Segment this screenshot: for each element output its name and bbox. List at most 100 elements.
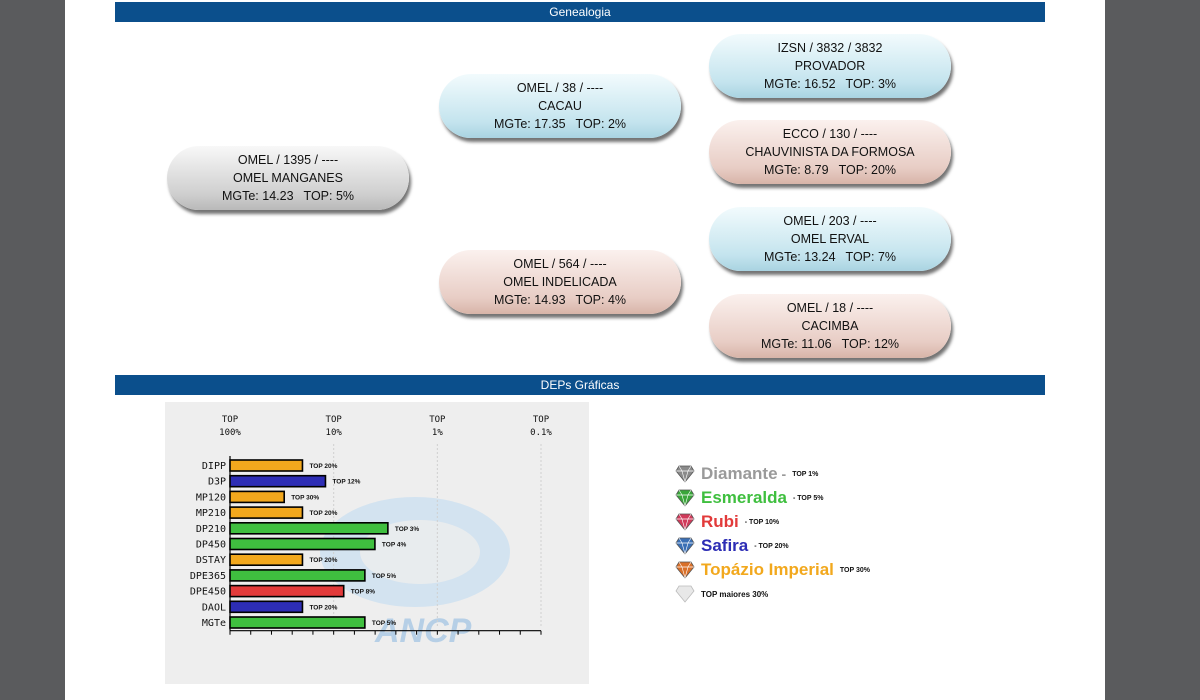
legend-name: Esmeralda: [701, 488, 787, 507]
legend-top: TOP 30%: [839, 566, 870, 574]
bar-value-label: TOP 20%: [309, 557, 337, 564]
category-label: MGTe: [202, 618, 226, 629]
sire-sire-name: PROVADOR: [794, 59, 866, 73]
dam-dam-mgte: MGTe: 11.06: [760, 337, 832, 351]
sire-name: CACAU: [538, 99, 582, 113]
bar-mgte: [229, 616, 366, 629]
legend-item-safira: Safira - TOP 20%: [675, 534, 995, 558]
legend-top: - TOP 10%: [744, 518, 780, 526]
dep-legend: Diamante - TOP 1% Esmeralda - TOP 5% Rubi - T…: [675, 462, 995, 606]
x-tick-label-line2: 0.1%: [530, 428, 552, 438]
pedigree-animal[interactable]: OMEL / 1395 / ---- OMEL MANGANES MGTe: 1…: [167, 146, 409, 210]
legend-top: - TOP 5%: [793, 494, 824, 502]
bar-value-label: TOP 30%: [291, 494, 319, 501]
legend-item-other: TOP maiores 30%: [675, 582, 995, 606]
x-tick-label-line1: TOP: [326, 415, 343, 425]
bar-dpe365: [229, 569, 366, 582]
genealogy-header: Genealogia: [115, 2, 1045, 22]
bar-value-label: TOP 20%: [309, 604, 337, 611]
bar-value-label: TOP 8%: [351, 589, 376, 596]
gem-outline-icon: [675, 585, 695, 603]
dep-chart-panel: ANCP TOP 100% TOP 10% TOP 1% TOP 0.1% DIPP TOP 20%…: [165, 402, 589, 684]
dam-top: TOP: 4%: [575, 293, 627, 307]
bar-value-label: TOP 4%: [382, 542, 407, 549]
pedigree-dam-sire[interactable]: OMEL / 203 / ---- OMEL ERVAL MGTe: 13.24…: [709, 207, 951, 271]
bar-value-label: TOP 3%: [395, 526, 420, 533]
legend-top: - TOP 20%: [754, 542, 789, 550]
legend-item-rubi: Rubi - TOP 10%: [675, 510, 995, 534]
x-tick-label-line1: TOP: [429, 415, 446, 425]
bar-value-label: TOP 5%: [372, 620, 397, 627]
category-label: MP210: [196, 508, 226, 519]
bar-dpe450: [229, 584, 345, 598]
legend-item-esmeralda: Esmeralda - TOP 5%: [675, 486, 995, 510]
category-label: DPE365: [190, 571, 226, 582]
bar-daol: [229, 600, 304, 614]
dam-sire-registration: OMEL / 203 / ----: [783, 214, 877, 228]
gem-icon: [675, 513, 695, 531]
deps-header: DEPs Gráficas: [115, 375, 1045, 395]
legend-name: Diamante: [701, 464, 778, 483]
animal-registration: OMEL / 1395 / ----: [237, 153, 339, 167]
legend-name: Safira: [701, 536, 749, 555]
pedigree-sire[interactable]: OMEL / 38 / ---- CACAU MGTe: 17.35 TOP: 2…: [439, 74, 681, 138]
bar-dstay: [229, 553, 304, 566]
pedigree-sire-dam[interactable]: ECCO / 130 / ---- CHAUVINISTA DA FORMOSA…: [709, 120, 951, 184]
bar-dipp: [229, 459, 304, 472]
gem-icon: [675, 465, 695, 483]
bar-dp450: [229, 537, 376, 551]
x-tick-label-line2: 10%: [326, 428, 343, 438]
category-label: DP210: [196, 524, 226, 535]
sire-dam-mgte: MGTe: 8.79: [763, 163, 829, 177]
x-tick-label-line2: 1%: [432, 428, 443, 438]
gem-icon: [675, 561, 695, 579]
sire-sire-registration: IZSN / 3832 / 3832: [777, 41, 883, 55]
bar-value-label: TOP 20%: [309, 510, 337, 517]
dam-dam-registration: OMEL / 18 / ----: [786, 301, 874, 315]
sire-dam-top: TOP: 20%: [838, 163, 897, 177]
legend-other-label: TOP maiores 30%: [701, 589, 769, 599]
legend-item-diamante: Diamante - TOP 1%: [675, 462, 995, 486]
x-tick-label-line1: TOP: [533, 415, 550, 425]
x-tick-label-line2: 100%: [219, 428, 241, 438]
bar-mp210: [229, 506, 304, 519]
category-label: MP120: [196, 492, 226, 503]
report-page: Genealogia OMEL / 1395 / ---- OMEL MANGA…: [65, 0, 1105, 700]
sire-dam-registration: ECCO / 130 / ----: [782, 127, 878, 141]
category-label: DPE450: [190, 587, 226, 598]
category-label: DP450: [196, 540, 226, 551]
animal-top: TOP: 5%: [303, 189, 355, 203]
bar-value-label: TOP 12%: [332, 479, 360, 486]
legend-name: Topázio Imperial: [701, 560, 834, 579]
bar-dp210: [229, 522, 389, 535]
sire-top: TOP: 2%: [575, 117, 627, 131]
legend-top: TOP 1%: [792, 470, 819, 478]
dam-sire-name: OMEL ERVAL: [790, 232, 870, 246]
sire-dam-name: CHAUVINISTA DA FORMOSA: [745, 145, 915, 159]
animal-name: OMEL MANGANES: [233, 171, 343, 185]
watermark-inner: [360, 520, 480, 584]
dam-name: OMEL INDELICADA: [503, 275, 617, 289]
pedigree-dam[interactable]: OMEL / 564 / ---- OMEL INDELICADA MGTe: …: [439, 250, 681, 314]
gem-icon: [675, 537, 695, 555]
dam-sire-mgte: MGTe: 13.24: [763, 250, 836, 264]
sire-sire-top: TOP: 3%: [845, 77, 897, 91]
dam-sire-top: TOP: 7%: [845, 250, 897, 264]
category-label: DAOL: [202, 602, 226, 613]
gem-icon: [675, 489, 695, 507]
animal-mgte: MGTe: 14.23: [221, 189, 294, 203]
bar-mp120: [229, 490, 286, 504]
x-tick-label-line1: TOP: [222, 415, 239, 425]
sire-mgte: MGTe: 17.35: [493, 117, 566, 131]
pedigree-sire-sire[interactable]: IZSN / 3832 / 3832 PROVADOR MGTe: 16.52 T…: [709, 34, 951, 98]
sire-sire-mgte: MGTe: 16.52: [763, 77, 836, 91]
bar-d3p: [229, 474, 327, 488]
category-label: D3P: [208, 477, 226, 488]
dam-dam-name: CACIMBA: [801, 319, 859, 333]
pedigree-dam-dam[interactable]: OMEL / 18 / ---- CACIMBA MGTe: 11.06 TOP:…: [709, 294, 951, 358]
category-label: DSTAY: [196, 555, 226, 566]
legend-name: Rubi: [701, 512, 739, 531]
legend-item-topazio: Topázio Imperial TOP 30%: [675, 558, 995, 582]
bar-value-label: TOP 5%: [372, 573, 397, 580]
